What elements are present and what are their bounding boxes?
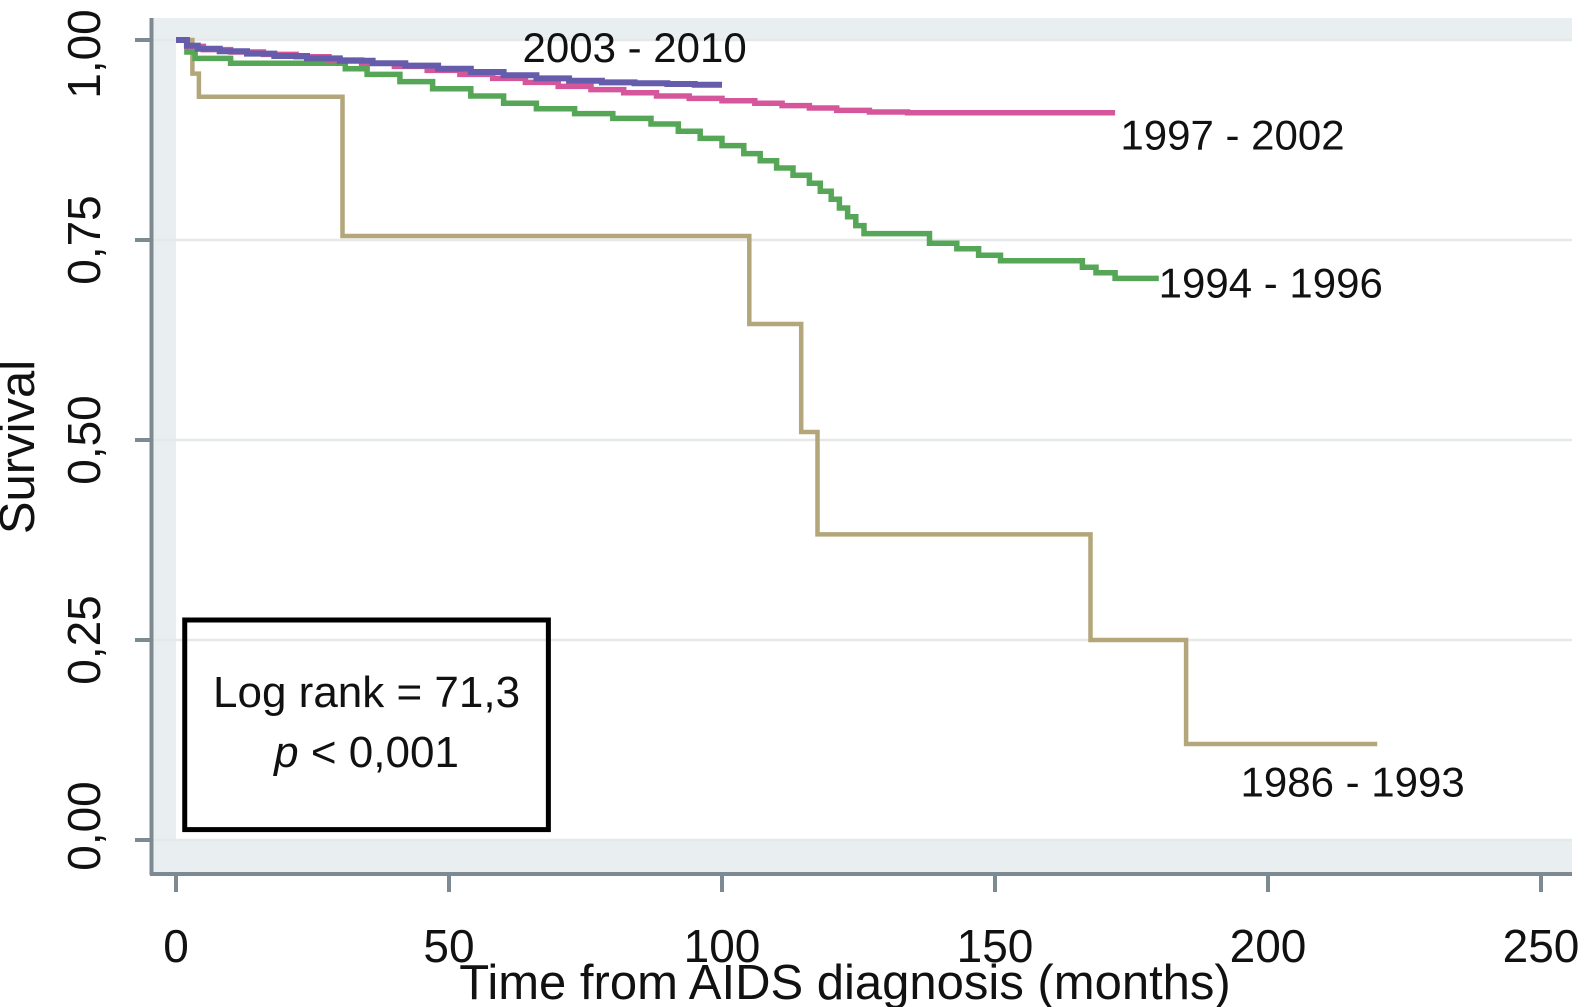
p-value: < 0,001 (299, 728, 459, 777)
log-rank-box (182, 617, 551, 833)
x-tick-label-100: 100 (684, 920, 761, 972)
x-tick-label-250: 250 (1503, 920, 1580, 972)
series-label-1997-2002: 1997 - 2002 (1120, 111, 1344, 158)
p-symbol: p (272, 728, 298, 777)
y-tick-label-0,00: 0,00 (58, 781, 110, 871)
x-tick-label-150: 150 (957, 920, 1034, 972)
y-tick-label-1,00: 1,00 (58, 9, 110, 99)
y-tick-label-0,75: 0,75 (58, 195, 110, 285)
y-axis-title: Survival (0, 360, 45, 534)
log-rank-value-text: Log rank = 71,3 (213, 668, 520, 717)
series-label-2003-2010: 2003 - 2010 (523, 24, 747, 71)
y-tick-label-0,50: 0,50 (58, 395, 110, 485)
x-tick-label-200: 200 (1230, 920, 1307, 972)
series-label-1994-1996: 1994 - 1996 (1159, 259, 1383, 306)
series-label-1986-1993: 1986 - 1993 (1241, 759, 1465, 806)
series-curve-2003-2010 (176, 37, 722, 88)
series-curve-1994-1996 (176, 37, 1159, 282)
x-tick-label-0: 0 (163, 920, 189, 972)
x-axis-title: Time from AIDS diagnosis (months) (459, 956, 1231, 1007)
p-value-text: p < 0,001 (272, 728, 459, 777)
x-tick-label-50: 50 (423, 920, 474, 972)
y-tick-label-0,25: 0,25 (58, 595, 110, 685)
series-curve-1986-1993 (176, 37, 1378, 747)
